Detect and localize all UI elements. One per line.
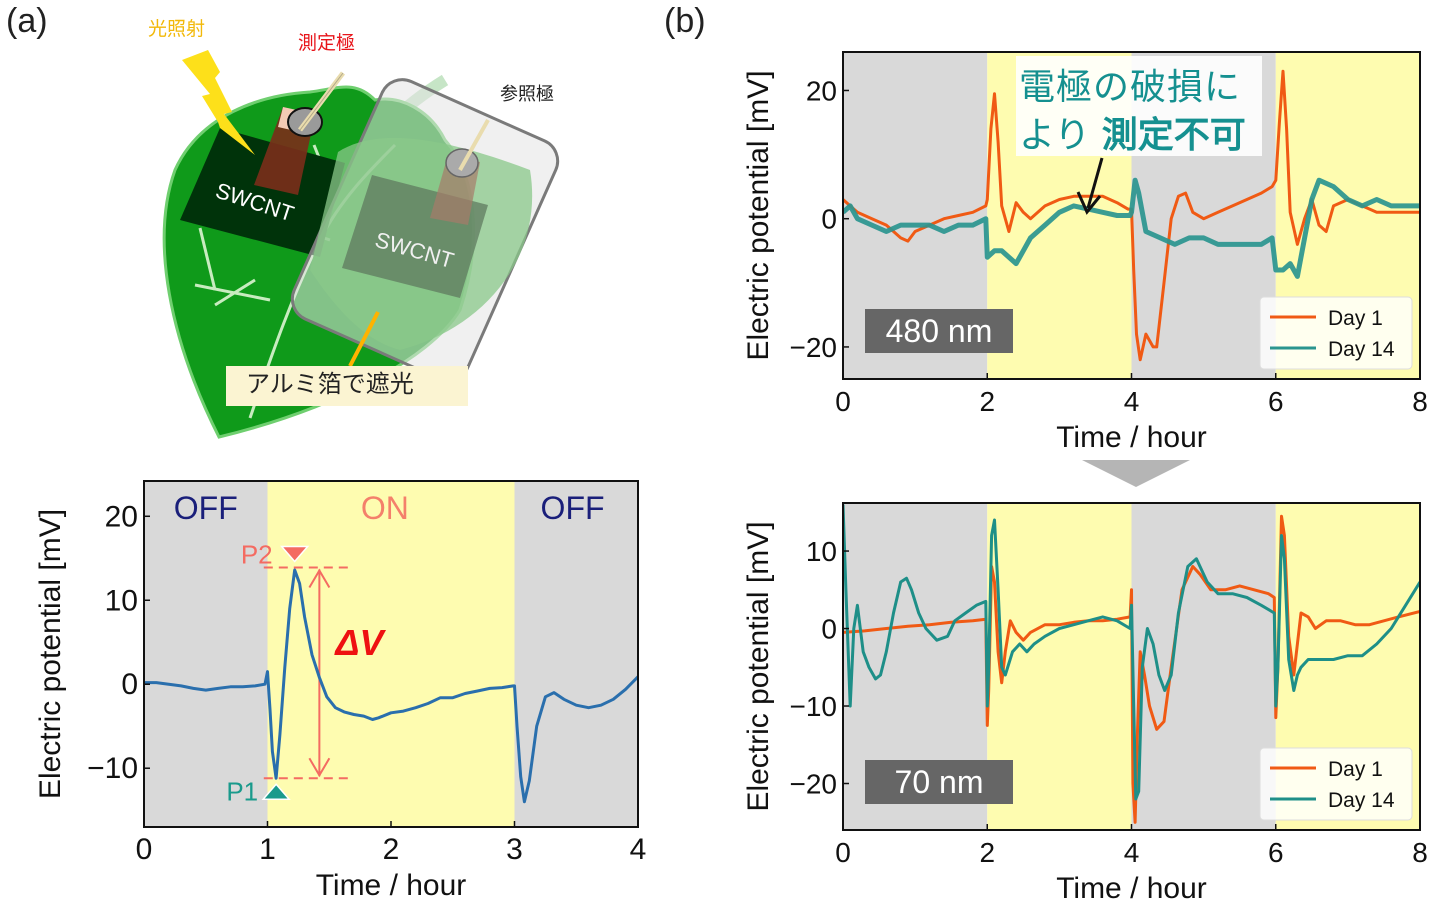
y-tick-label: 10 <box>105 584 138 617</box>
damage-note-line2: より 測定不可 <box>1019 106 1246 158</box>
shade-region <box>144 481 268 827</box>
y-tick-label: 20 <box>806 75 837 106</box>
panel-label-b: (b) <box>664 2 706 40</box>
y-tick-label: −20 <box>790 769 838 800</box>
series-group <box>843 504 1420 824</box>
damage-note-box: 電極の破損に より 測定不可 <box>1016 56 1262 156</box>
x-tick-label: 4 <box>630 833 647 866</box>
p2-marker <box>280 545 310 563</box>
chart-panel-b-bottom: 0 2 4 6 8 −20 −10 0 10 Time / hour Electric potent… <box>742 502 1428 905</box>
delta-v-label: ΔV <box>333 622 386 663</box>
panel-label-a: (a) <box>6 2 48 40</box>
x-tick-label: 6 <box>1268 837 1284 868</box>
wavelength-badge <box>865 760 1013 804</box>
x-tick-label: 8 <box>1412 386 1428 417</box>
foil-shading-label: アルミ箔で遮光 <box>226 366 468 406</box>
electrode-wire-measure <box>298 71 345 132</box>
x-tick-label: 4 <box>1124 386 1140 417</box>
series-line-day-14 <box>843 177 1420 279</box>
arrow-head-down <box>308 757 331 778</box>
legend-entry: Day 14 <box>1328 789 1395 812</box>
legend-entry: Day 1 <box>1328 307 1383 330</box>
legend-entry: Day 1 <box>1328 758 1383 781</box>
legend-box <box>1259 296 1413 370</box>
damage-note-line1: 電極の破損に <box>1019 67 1242 108</box>
series-group <box>144 568 638 804</box>
shade-region <box>1131 503 1276 830</box>
y-axis-label: Electric potential [mV] <box>742 521 775 811</box>
shade-region <box>514 481 638 827</box>
y-tick-label: −10 <box>87 752 138 785</box>
leaf-diagram: SWCNT SWCNT <box>162 50 560 439</box>
light-irradiation-label: 光照射 <box>148 18 206 40</box>
y-tick-label: 20 <box>105 500 138 533</box>
y-axis-label: Electric potential [mV] <box>742 70 775 360</box>
damage-note-plain: より <box>1019 115 1091 156</box>
wavelength-badge <box>865 309 1013 353</box>
arrow-head-up <box>308 568 331 589</box>
state-label-off: OFF <box>174 490 238 526</box>
x-tick-label: 2 <box>383 833 400 866</box>
chart-panel-b-top: 0 2 4 6 8 −20 0 20 Time / hour Electric potential… <box>742 51 1428 454</box>
y-tick-label: −10 <box>790 691 838 722</box>
x-tick-label: 3 <box>506 833 523 866</box>
measure-electrode-group: SWCNT <box>180 71 345 257</box>
wavelength-label: 70 nm <box>895 764 984 800</box>
state-label-on: ON <box>361 490 409 526</box>
y-tick-label: 0 <box>821 614 837 645</box>
light-bolt-icon <box>182 50 255 155</box>
p1-marker <box>261 783 291 801</box>
y-tick-label: 0 <box>821 204 837 235</box>
series-line-day-1 <box>843 69 1420 362</box>
x-tick-label: 1 <box>259 833 276 866</box>
measure-electrode-label: 測定極 <box>298 32 356 54</box>
x-axis-label: Time / hour <box>316 869 467 902</box>
x-axis-label: Time / hour <box>1056 421 1207 454</box>
x-tick-label: 8 <box>1412 837 1428 868</box>
x-tick-label: 0 <box>136 833 153 866</box>
down-arrow-icon <box>1082 460 1190 487</box>
y-tick-label: 0 <box>121 668 138 701</box>
legend-entry: Day 14 <box>1328 338 1395 361</box>
series-line-potential <box>144 568 638 804</box>
legend-box <box>1259 747 1413 821</box>
x-tick-label: 2 <box>979 837 995 868</box>
x-axis-label: Time / hour <box>1056 872 1207 905</box>
series-line-day-14 <box>843 504 1420 801</box>
x-tick-label: 0 <box>835 837 851 868</box>
p2-label: P2 <box>241 540 273 570</box>
x-tick-label: 6 <box>1268 386 1284 417</box>
p1-label: P1 <box>226 776 258 806</box>
y-tick-label: 10 <box>806 536 837 567</box>
damage-note-bold: 測定不可 <box>1101 115 1246 156</box>
state-label-off: OFF <box>541 490 605 526</box>
x-tick-label: 2 <box>979 386 995 417</box>
y-axis-label: Electric potential [mV] <box>34 509 67 799</box>
wavelength-label: 480 nm <box>886 313 993 349</box>
y-tick-label: −20 <box>790 332 838 363</box>
reference-electrode-group: SWCNT <box>290 78 560 382</box>
shade-region <box>267 481 515 827</box>
note-pointer-arrowhead <box>1076 191 1102 215</box>
x-tick-label: 4 <box>1124 837 1140 868</box>
series-group <box>843 69 1420 362</box>
reference-electrode-label: 参照極 <box>500 84 554 105</box>
x-tick-label: 0 <box>835 386 851 417</box>
foil-pointer <box>348 311 380 367</box>
note-pointer-arrow <box>1086 157 1104 209</box>
